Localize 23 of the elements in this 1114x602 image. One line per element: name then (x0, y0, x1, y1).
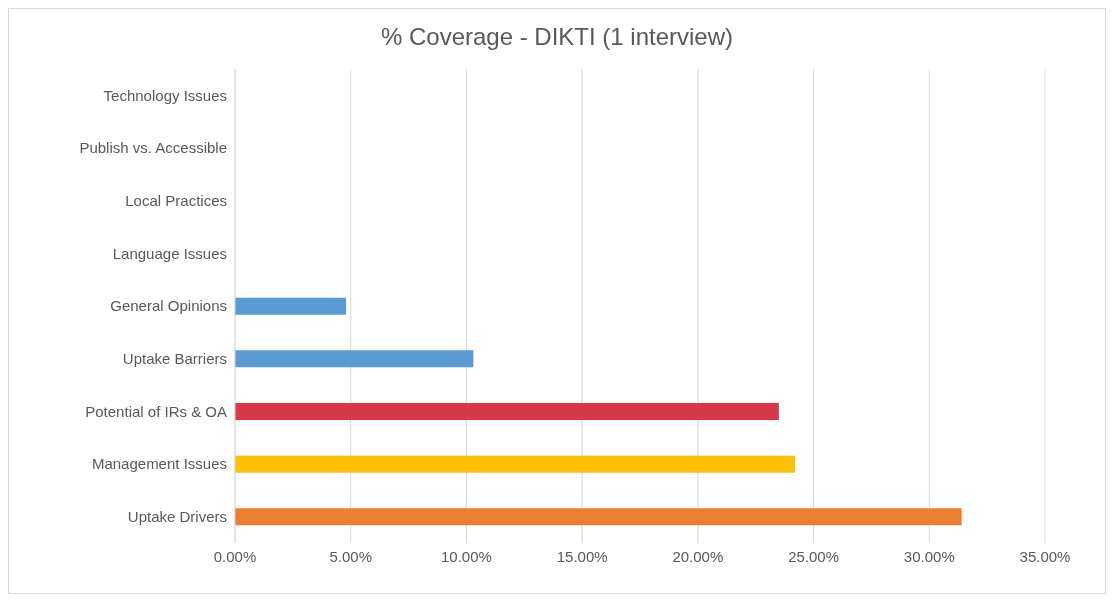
x-tick-label: 15.00% (556, 547, 608, 565)
x-tick-label: 10.00% (440, 547, 492, 565)
y-tick-label: Potential of IRs & OA (85, 402, 227, 420)
x-tick-label: 5.00% (329, 547, 372, 565)
bar (235, 403, 779, 420)
bar (235, 508, 962, 526)
y-tick-label: Uptake Drivers (127, 507, 227, 525)
bar (235, 350, 474, 368)
y-tick-label: Management Issues (91, 455, 227, 473)
bar (235, 455, 796, 473)
chart-title: % Coverage - DIKTI (1 interview) (379, 22, 735, 52)
x-tick-label: 30.00% (903, 547, 955, 565)
x-tick-label: 25.00% (788, 547, 840, 565)
y-tick-label: Technology Issues (103, 86, 227, 104)
bar (235, 297, 347, 315)
x-tick-label: 35.00% (1019, 547, 1071, 565)
y-tick-label: Publish vs. Accessible (79, 139, 227, 157)
x-tick-label: 20.00% (672, 547, 724, 565)
x-tick-label: 0.00% (213, 547, 257, 565)
y-tick-label: Local Practices (125, 191, 227, 209)
y-tick-label: General Opinions (110, 297, 227, 315)
y-tick-label: Uptake Barriers (122, 349, 227, 367)
y-tick-label: Language Issues (112, 244, 227, 262)
